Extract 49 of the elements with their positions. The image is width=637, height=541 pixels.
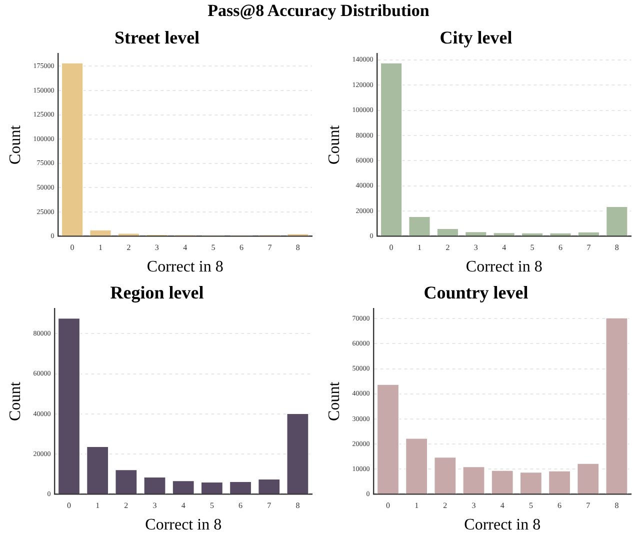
x-tick-label: 3 <box>152 501 157 510</box>
x-tick-label: 3 <box>154 243 159 252</box>
x-axis-title: Correct in 8 <box>464 516 541 534</box>
x-tick-label: 0 <box>70 243 74 252</box>
x-tick-label: 5 <box>528 501 533 510</box>
x-tick-label: 1 <box>96 501 100 510</box>
y-axis-title: Count <box>326 124 343 164</box>
x-tick-label: 2 <box>446 243 450 252</box>
x-tick-label: 4 <box>181 501 186 510</box>
x-tick-label: 6 <box>240 243 244 252</box>
y-axis-title: Count <box>6 381 24 421</box>
x-tick-label: 5 <box>211 243 216 252</box>
x-tick-label: 7 <box>267 501 272 510</box>
x-tick-label: 4 <box>502 243 506 252</box>
x-tick-label: 6 <box>558 501 562 510</box>
x-tick-label: 8 <box>614 501 619 510</box>
x-tick-label: 2 <box>443 501 448 510</box>
x-tick-label: 3 <box>472 501 476 510</box>
x-tick-label: 4 <box>500 501 504 510</box>
x-tick-label: 4 <box>183 243 188 252</box>
x-tick-label: 1 <box>414 501 419 510</box>
chart-title: Region level <box>110 282 204 302</box>
x-tick-label: 0 <box>386 501 390 510</box>
x-tick-label: 5 <box>530 243 534 252</box>
x-tick-label: 1 <box>418 243 422 252</box>
x-tick-label: 6 <box>558 243 562 252</box>
x-tick-label: 8 <box>296 501 300 510</box>
x-tick-label: 2 <box>126 243 131 252</box>
x-tick-label: 1 <box>98 243 102 252</box>
text: Pass@8 Accuracy Distribution <box>206 0 430 22</box>
x-tick-label: 6 <box>238 501 243 510</box>
x-axis-title: Correct in 8 <box>466 258 542 276</box>
x-axis-title: Correct in 8 <box>146 258 224 276</box>
y-axis-title: Count <box>326 381 343 421</box>
x-tick-label: 7 <box>586 243 591 252</box>
x-tick-label: 8 <box>296 243 300 252</box>
x-tick-label: 0 <box>66 501 71 510</box>
x-tick-label: 7 <box>268 243 272 252</box>
x-tick-label: 3 <box>474 243 478 252</box>
x-tick-label: 5 <box>210 501 214 510</box>
x-axis-title: Correct in 8 <box>145 516 222 534</box>
chart-title: City level <box>440 27 512 48</box>
chart-title: Street level <box>114 27 200 48</box>
chart-title: Country level <box>424 282 528 302</box>
x-tick-label: 2 <box>124 501 128 510</box>
x-tick-label: 7 <box>586 501 590 510</box>
x-tick-label: 8 <box>614 243 619 252</box>
x-tick-label: 0 <box>389 243 394 252</box>
y-axis-title: Count <box>6 124 24 164</box>
